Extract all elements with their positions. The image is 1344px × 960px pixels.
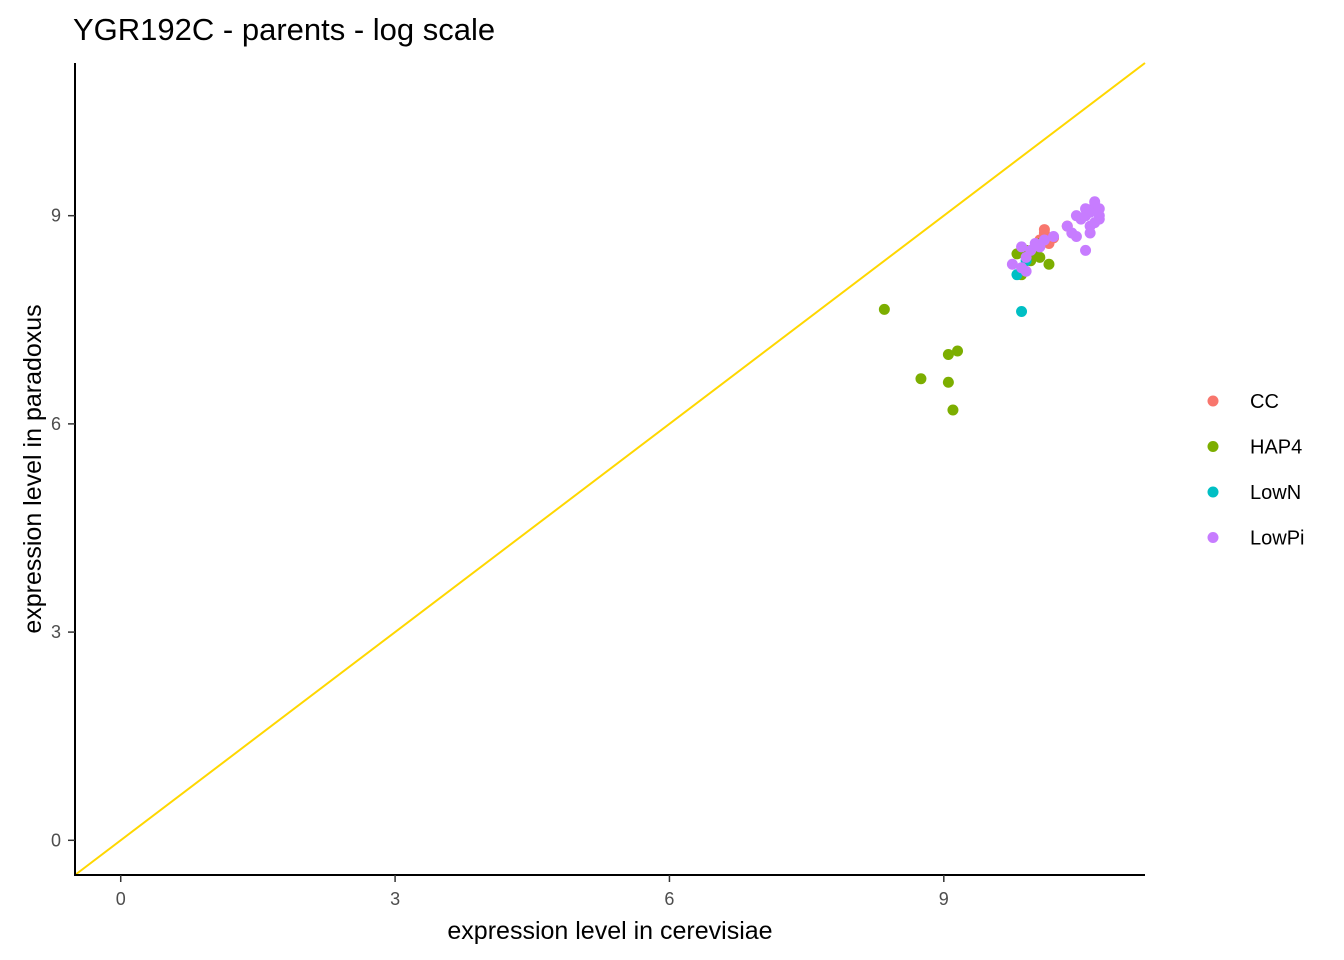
data-point	[1038, 224, 1050, 236]
legend-label: LowPi	[1250, 528, 1304, 550]
data-point	[1093, 203, 1105, 215]
x-tick-label: 3	[390, 889, 400, 909]
chart-title: YGR192C - parents - log scale	[73, 12, 495, 47]
data-point	[1034, 241, 1046, 253]
data-point	[952, 345, 964, 357]
data-point	[947, 404, 959, 416]
data-point	[1089, 217, 1101, 229]
x-tick-label: 0	[116, 889, 126, 909]
data-point	[942, 376, 954, 388]
legend-label: CC	[1250, 391, 1279, 413]
y-tick-label: 0	[51, 830, 61, 850]
data-point	[1043, 258, 1055, 270]
legend-key-cc	[1207, 395, 1219, 407]
data-point	[1070, 210, 1082, 222]
x-tick-label: 9	[939, 889, 949, 909]
legend-key-lown	[1207, 486, 1219, 498]
legend-key-hap4	[1207, 441, 1219, 452]
data-point	[915, 373, 927, 385]
plot-area	[74, 62, 1146, 876]
data-point	[942, 348, 954, 360]
reference-line	[74, 62, 1146, 876]
x-axis-title: expression level in cerevisiae	[447, 917, 772, 945]
data-point	[1084, 227, 1096, 239]
series-lowpi	[1006, 196, 1105, 277]
x-axis-ticks: 0 3 6 9	[116, 875, 949, 909]
legend: CC HAP4 LowN LowPi	[1207, 391, 1304, 550]
data-point	[1070, 231, 1082, 243]
y-axis-title: expression level in paradoxus	[19, 304, 47, 633]
data-point	[878, 303, 890, 315]
x-tick-label: 6	[664, 889, 674, 909]
legend-key-lowpi	[1207, 532, 1219, 543]
legend-label: HAP4	[1250, 437, 1302, 459]
y-tick-label: 3	[51, 622, 61, 642]
data-point	[1080, 244, 1092, 256]
legend-label: LowN	[1250, 482, 1301, 504]
data-point	[1016, 241, 1028, 253]
y-tick-label: 6	[51, 414, 61, 434]
y-tick-label: 9	[51, 206, 61, 226]
data-point	[1020, 265, 1032, 277]
data-point	[1016, 305, 1028, 317]
y-axis-ticks: 0 3 6 9	[51, 206, 75, 850]
data-point	[1080, 210, 1092, 222]
data-point	[1006, 258, 1018, 270]
data-point	[1048, 231, 1060, 243]
